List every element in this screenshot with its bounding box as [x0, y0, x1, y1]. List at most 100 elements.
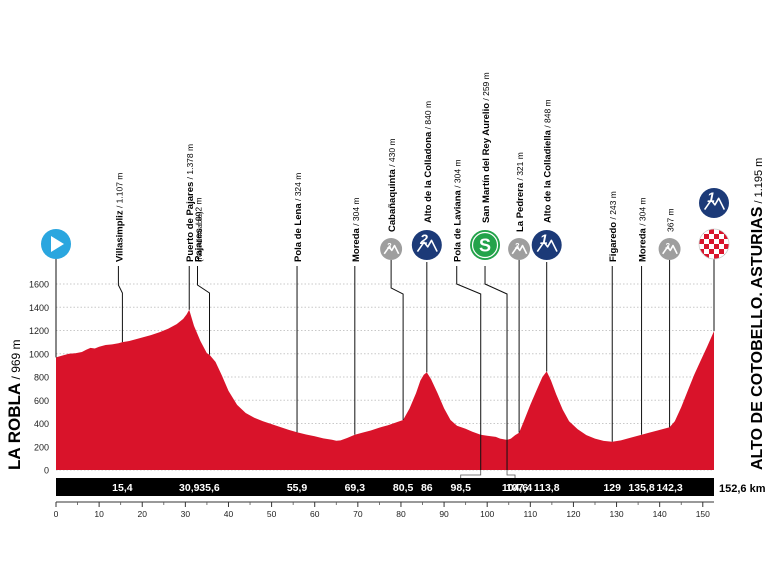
waypoint-km-label: 129: [603, 482, 621, 494]
x-tick-label: 140: [653, 509, 667, 519]
x-tick-label: 100: [480, 509, 494, 519]
waypoint-altitude: / 324 m: [293, 173, 303, 204]
waypoint-km-label: 113,8: [534, 482, 560, 494]
waypoint-km-label: 98,5: [451, 482, 472, 494]
flag-square: [704, 234, 709, 239]
category-3-icon: 3: [658, 238, 681, 260]
x-tick-label: 70: [353, 509, 363, 519]
x-tick-label: 40: [224, 509, 234, 519]
y-tick-label: 0: [44, 466, 49, 476]
x-tick-label: 30: [181, 509, 191, 519]
x-tick-label: 130: [609, 509, 623, 519]
waypoint: Pola de Lena / 324 m 55,9: [287, 173, 308, 494]
category-1-icon: 1: [699, 188, 729, 218]
mountain-glyph: [383, 244, 400, 255]
waypoint-altitude: / 992 m: [194, 197, 204, 228]
waypoint-label: Moreda / 304 m: [638, 197, 649, 262]
waypoint-label: 367 m: [666, 208, 676, 232]
sprint-disc: [470, 230, 501, 260]
category-number: 3: [515, 242, 520, 251]
mountain-glyph: [662, 244, 678, 255]
waypoint: Pajares / 992 m 35,6: [194, 197, 220, 494]
flag-square: [719, 229, 724, 234]
category-number: 3: [387, 242, 392, 251]
waypoint-label: Villasimpliz / 1.107 m: [114, 173, 125, 262]
waypoint-leader: [117, 266, 123, 343]
waypoint-label: Alto de la Colladiella / 848 m: [543, 99, 554, 223]
y-tick-label: 600: [34, 396, 49, 406]
flag-square: [709, 239, 714, 244]
waypoint-leader: [390, 260, 404, 421]
waypoint: 3 La Pedrera / 321 m 107,4: [506, 152, 532, 494]
category-3-icon: 3: [508, 238, 531, 260]
waypoint-km-label: 15,4: [112, 482, 133, 494]
waypoint-name: Pola de Laviana: [453, 189, 464, 262]
waypoint-label: Figaredo / 243 m: [608, 191, 619, 262]
category-2-icon: 2: [411, 230, 442, 260]
waypoint-name: Villasimpliz: [114, 210, 125, 262]
sprint-letter: S: [479, 236, 491, 256]
km-leader: [460, 470, 482, 478]
waypoint: Moreda / 304 m 69,3: [345, 197, 366, 494]
finish-altitude: / 1.195 m: [753, 158, 765, 207]
start-label: LA ROBLA / 969 m: [5, 339, 24, 470]
flag-square: [714, 244, 719, 249]
waypoint-leader: [456, 266, 482, 470]
start-altitude: / 969 m: [9, 339, 23, 382]
waypoint-altitude: / 243 m: [608, 191, 618, 222]
flag-border: [698, 228, 730, 260]
waypoint-altitude: / 259 m: [481, 72, 491, 103]
finish-distance-label: 152,6 km: [719, 483, 766, 495]
waypoint-altitude: / 304 m: [638, 197, 648, 228]
waypoint: Moreda / 304 m 135,8: [628, 197, 654, 494]
waypoint-km-label: 107,4: [506, 482, 532, 494]
waypoint-name: Puerto de Pajares: [185, 182, 196, 262]
waypoint-km-label: 86: [421, 482, 433, 494]
waypoint: Pola de Laviana / 304 m 98,5: [451, 159, 482, 494]
waypoint-name: Moreda: [638, 228, 649, 263]
waypoint-label: La Pedrera / 321 m: [515, 152, 526, 232]
category-number: 2: [419, 231, 428, 247]
flag-square: [704, 254, 709, 259]
waypoint-label: Pola de Lena / 324 m: [293, 173, 304, 262]
waypoint-label: Moreda / 304 m: [351, 197, 362, 262]
waypoint-subtitle: (No Puntuable): [195, 211, 204, 262]
y-tick-label: 1200: [29, 326, 49, 336]
waypoint-label: San Martín del Rey Aurelio / 259 m: [481, 72, 492, 223]
waypoint-km-label: 69,3: [345, 482, 366, 494]
x-tick-label: 0: [54, 509, 59, 519]
waypoint-label: Puerto de Pajares / 1.378 m: [185, 144, 196, 262]
waypoint-leader: [197, 266, 211, 355]
category-number: 3: [665, 242, 670, 251]
play-icon: [51, 236, 64, 252]
waypoint: Figaredo / 243 m 129: [603, 191, 621, 494]
sprint-icon: S: [470, 230, 501, 260]
waypoint-altitude: / 848 m: [543, 99, 553, 130]
y-tick-label: 800: [34, 373, 49, 383]
waypoint: 2 Alto de la Colladona / 840 m 86: [411, 101, 442, 494]
x-tick-label: 90: [439, 509, 449, 519]
mountain-glyph: [703, 197, 726, 211]
flag-square: [714, 234, 719, 239]
waypoint-altitude: / 1.378 m: [185, 144, 195, 182]
waypoint-name: Pola de Lena: [293, 203, 304, 262]
waypoint-name: La Pedrera: [515, 182, 526, 232]
waypoint-km-label: 55,9: [287, 482, 308, 494]
flag-square: [719, 249, 724, 254]
start-marker: LA ROBLA / 969 m: [5, 229, 71, 470]
waypoint-altitude: / 321 m: [515, 152, 525, 183]
mountain-glyph: [536, 239, 558, 253]
km-leader: [506, 470, 516, 478]
y-tick-label: 200: [34, 442, 49, 452]
flag-square: [704, 244, 709, 249]
elevation-profile-area: [56, 309, 714, 470]
y-tick-label: 1000: [29, 349, 49, 359]
waypoint-name: Moreda: [351, 228, 362, 263]
x-tick-label: 110: [524, 509, 538, 519]
waypoint-label: Cabañaquinta / 430 m: [387, 138, 398, 232]
mountain-glyph: [416, 239, 438, 253]
waypoint-name: Alto de la Colladiella: [543, 129, 554, 223]
waypoint-km-label: 142,3: [656, 482, 682, 494]
waypoint-km-label: 30,9: [179, 482, 200, 494]
waypoint-altitude: / 840 m: [423, 101, 433, 132]
